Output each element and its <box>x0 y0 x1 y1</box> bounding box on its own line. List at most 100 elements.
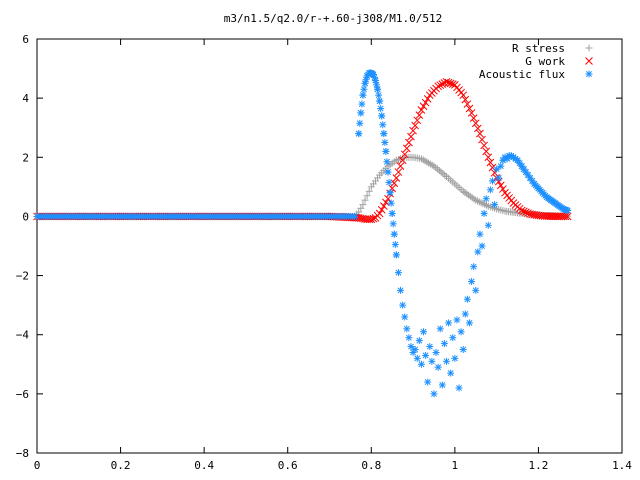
data-point <box>494 177 503 186</box>
x-tick-label: 1.2 <box>528 459 548 472</box>
data-point <box>455 384 463 392</box>
data-point <box>361 196 369 204</box>
data-point <box>420 328 428 336</box>
data-point <box>524 209 532 218</box>
data-point <box>391 241 399 249</box>
data-point <box>561 212 570 221</box>
data-point <box>360 85 368 93</box>
x-tick-label: 1.4 <box>612 459 632 472</box>
x-tick-label: 0.6 <box>278 459 298 472</box>
data-point <box>390 230 398 238</box>
y-tick-label: 2 <box>22 151 29 164</box>
data-point <box>399 301 407 309</box>
data-point <box>417 360 425 368</box>
data-point <box>484 153 493 162</box>
data-point <box>472 286 480 294</box>
data-point <box>463 295 471 303</box>
data-point <box>466 192 474 200</box>
data-point <box>355 208 363 216</box>
data-point <box>470 263 478 271</box>
data-point <box>463 100 472 108</box>
legend-marker <box>585 70 593 78</box>
data-point <box>424 378 432 386</box>
data-point <box>358 100 366 108</box>
data-point <box>392 174 401 182</box>
y-tick-label: −4 <box>16 329 30 342</box>
data-point <box>382 147 390 155</box>
data-point <box>365 187 373 195</box>
data-point <box>403 325 411 333</box>
data-point <box>564 207 572 215</box>
data-point <box>357 109 365 117</box>
data-point <box>396 162 405 171</box>
data-point <box>438 80 447 88</box>
y-tick-label: −6 <box>16 388 29 401</box>
data-point <box>480 141 488 150</box>
data-point <box>482 201 490 209</box>
data-point <box>482 195 490 203</box>
x-tick-label: 0.4 <box>194 459 214 472</box>
legend-label: Acoustic flux <box>479 68 565 81</box>
data-point <box>422 351 430 359</box>
data-point <box>446 79 455 88</box>
data-point <box>491 201 499 209</box>
series-layer <box>33 69 572 398</box>
data-point <box>371 76 379 84</box>
data-point <box>493 165 501 173</box>
data-point <box>359 91 367 99</box>
data-point <box>423 95 432 103</box>
data-point <box>421 157 429 165</box>
x-tick-label: 0.8 <box>361 459 381 472</box>
y-tick-label: 6 <box>22 33 29 46</box>
data-point <box>401 313 409 321</box>
x-tick-label: 0 <box>34 459 41 472</box>
data-point <box>379 121 387 129</box>
data-point <box>361 79 369 87</box>
data-point <box>351 212 359 220</box>
data-point <box>415 337 423 345</box>
data-point <box>407 132 415 141</box>
data-point <box>377 104 385 112</box>
data-point <box>471 119 480 128</box>
data-point <box>405 138 413 147</box>
y-tick-label: −2 <box>16 270 29 283</box>
data-point <box>437 168 445 176</box>
data-point <box>435 167 443 175</box>
data-point <box>436 81 445 90</box>
data-point <box>417 155 425 163</box>
data-point <box>465 319 473 327</box>
data-point <box>375 91 383 99</box>
data-point <box>499 185 507 193</box>
legend-label: G work <box>525 55 565 68</box>
data-point <box>400 150 409 159</box>
data-point <box>563 212 572 221</box>
data-point <box>417 106 426 114</box>
data-point <box>402 144 411 153</box>
data-point <box>467 109 476 117</box>
data-point <box>392 251 400 259</box>
data-point <box>382 198 390 207</box>
data-point <box>474 248 482 256</box>
data-point <box>475 198 483 206</box>
data-point <box>517 206 526 215</box>
data-point <box>411 346 419 353</box>
data-point <box>380 130 388 138</box>
x-tick-label: 1 <box>452 459 459 472</box>
data-point <box>488 163 497 172</box>
y-tick-label: 0 <box>22 210 29 223</box>
data-point <box>413 354 421 362</box>
x-axis: 0 0.2 0.4 0.6 0.8 1 1.2 1.4 <box>34 39 632 472</box>
data-point <box>488 177 496 185</box>
data-point <box>449 334 457 342</box>
data-point <box>430 390 438 398</box>
data-point <box>438 381 446 389</box>
data-point <box>383 158 391 166</box>
data-point <box>474 197 482 205</box>
data-point <box>419 102 428 111</box>
data-point <box>375 209 384 218</box>
data-point <box>407 343 415 351</box>
data-point <box>397 286 405 294</box>
data-point <box>381 139 389 146</box>
